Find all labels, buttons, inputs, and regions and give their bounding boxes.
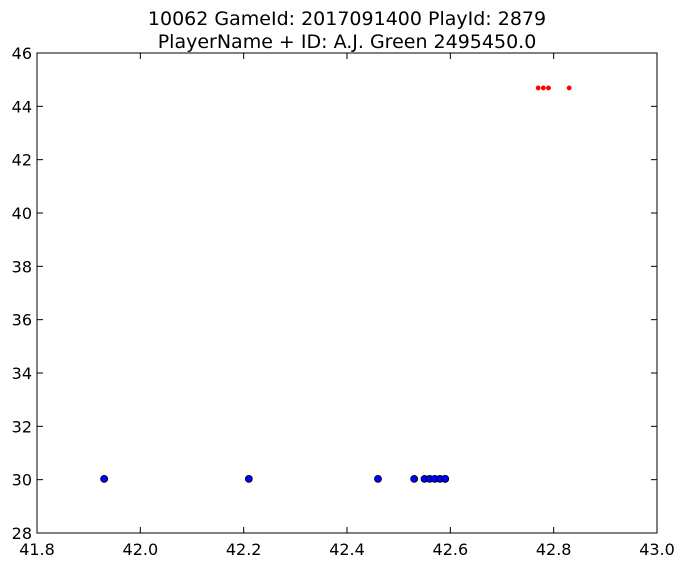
x-axis-ticks: 41.8 42.0 42.2 42.4 42.6 42.8 43.0 — [19, 53, 675, 559]
red-data-point — [540, 85, 546, 91]
data-points — [100, 85, 572, 483]
x-tick-label: 42.6 — [433, 540, 469, 559]
x-tick-label: 42.4 — [329, 540, 365, 559]
x-tick-label: 41.8 — [19, 540, 55, 559]
blue-data-point — [244, 474, 253, 483]
y-tick-label: 42 — [12, 151, 32, 170]
x-tick-label: 42.0 — [123, 540, 159, 559]
y-axis-ticks: 28 30 32 34 36 38 40 42 44 46 — [12, 44, 657, 543]
y-tick-label: 30 — [12, 471, 32, 490]
blue-data-point — [410, 474, 419, 483]
blue-data-point — [100, 474, 109, 483]
y-tick-label: 44 — [12, 97, 32, 116]
y-tick-label: 34 — [12, 364, 32, 383]
y-tick-label: 40 — [12, 204, 32, 223]
red-data-point — [566, 85, 572, 91]
x-tick-label: 43.0 — [639, 540, 675, 559]
chart-title: 10062 GameId: 2017091400 PlayId: 2879 — [148, 8, 546, 30]
red-data-point — [535, 85, 541, 91]
y-tick-label: 46 — [12, 44, 32, 63]
chart-subtitle: PlayerName + ID: A.J. Green 2495450.0 — [158, 31, 537, 53]
plot-frame — [36, 52, 658, 534]
y-tick-label: 32 — [12, 417, 32, 436]
x-tick-label: 42.8 — [536, 540, 572, 559]
y-tick-label: 38 — [12, 257, 32, 276]
blue-data-point — [374, 474, 382, 483]
y-tick-label: 36 — [12, 311, 32, 330]
y-tick-label: 28 — [12, 524, 32, 543]
x-tick-label: 42.2 — [226, 540, 262, 559]
blue-data-point — [441, 474, 450, 483]
red-data-point — [546, 85, 551, 91]
